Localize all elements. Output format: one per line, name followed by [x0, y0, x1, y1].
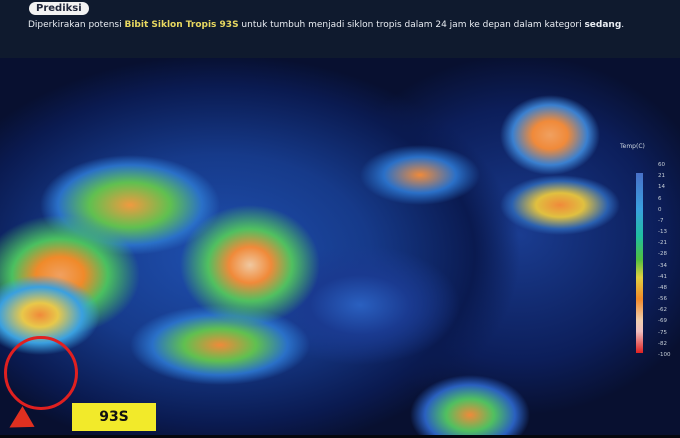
legend-tick: -41	[658, 273, 667, 280]
legend-tick: -28	[658, 251, 667, 258]
prediction-text: Diperkirakan potensi Bibit Siklon Tropis…	[28, 19, 668, 32]
cyclone-highlight-circle	[4, 336, 78, 410]
satellite-temperature-map	[0, 55, 680, 435]
legend-tick: -56	[658, 296, 667, 303]
prediction-panel: Prediksi Diperkirakan potensi Bibit Sikl…	[0, 0, 680, 58]
temperature-colorbar	[636, 173, 643, 353]
legend-tick: -34	[658, 262, 667, 269]
legend-tick: -82	[658, 340, 667, 347]
legend-tick: 0	[658, 206, 662, 213]
cyclone-name: Bibit Siklon Tropis 93S	[124, 20, 239, 30]
legend-tick: -69	[658, 318, 667, 325]
prediction-badge: Prediksi	[29, 2, 89, 15]
cyclone-label: 93S	[72, 403, 156, 431]
text-before: Diperkirakan potensi	[28, 20, 125, 30]
legend-tick: -75	[658, 329, 667, 336]
legend-tick: 60	[658, 162, 665, 168]
period: .	[621, 20, 625, 30]
category: sedang	[584, 20, 622, 30]
legend-tick: -21	[658, 240, 667, 247]
legend-tick: -48	[658, 284, 667, 291]
legend-tick: 21	[658, 173, 665, 180]
legend-tick: -62	[658, 307, 667, 314]
legend-tick: 14	[658, 184, 665, 191]
legend-tick: -13	[658, 229, 667, 236]
legend-tick: 6	[658, 195, 662, 202]
text-after: untuk tumbuh menjadi siklon tropis dalam…	[238, 20, 585, 30]
legend-title: Temp(C)	[620, 143, 645, 150]
legend-ticks: 60 21 14 6 0 -7 -13 -21 -28 -34 -41 -48 -56 -62 -69 -75…	[658, 162, 670, 358]
legend-tick: -7	[658, 217, 664, 224]
legend-tick: -100	[658, 351, 671, 358]
